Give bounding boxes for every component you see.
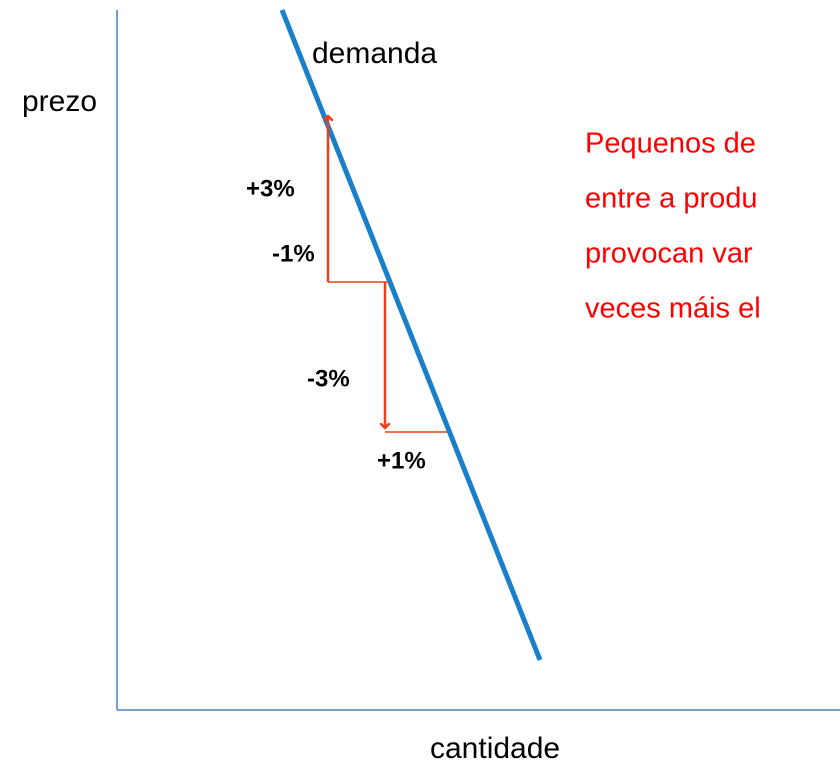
y-axis-label: prezo — [22, 85, 97, 118]
change-label: +1% — [377, 447, 426, 474]
note-line: entre a produ — [585, 183, 758, 215]
change-label: +3% — [246, 175, 295, 202]
x-axis-label: cantidade — [430, 732, 560, 765]
note-line: Pequenos de — [585, 128, 756, 160]
curve-label: demanda — [312, 37, 437, 70]
note-line: veces máis el — [585, 293, 761, 325]
change-label: -1% — [272, 240, 315, 267]
change-label: -3% — [307, 365, 350, 392]
note-line: provocan var — [585, 238, 753, 270]
demand-curve — [279, 9, 543, 661]
